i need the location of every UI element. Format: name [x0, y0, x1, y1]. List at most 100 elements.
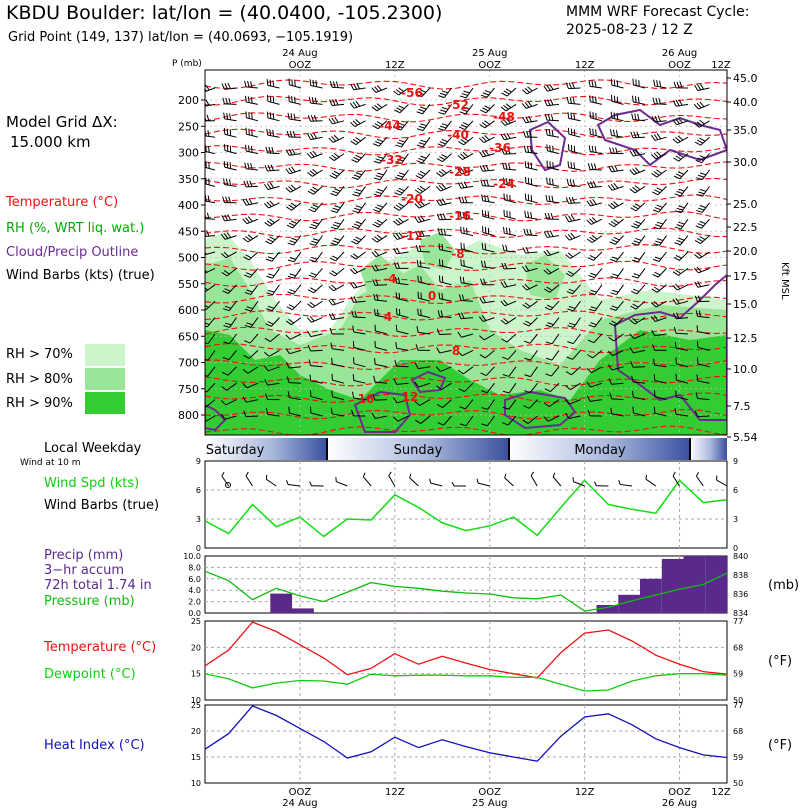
- wind-barb: [306, 316, 323, 323]
- rh-area-4: [525, 255, 565, 300]
- wind-barb-staff: [247, 366, 259, 374]
- wind-barb: [524, 366, 538, 378]
- wind-barb-flag: [630, 361, 634, 368]
- height-tick-label: 12.5: [733, 332, 758, 345]
- wind-barb-flag: [573, 129, 576, 136]
- heat-index-f-ytick-label: 59: [733, 753, 743, 762]
- wind-barb-flag: [655, 224, 662, 227]
- surface-wind-flag: [552, 472, 556, 478]
- wind-barb-flag: [674, 408, 677, 415]
- wind-barb-flag: [587, 339, 594, 344]
- wind-barb-flag: [650, 134, 656, 141]
- wind-barb-staff: [250, 317, 259, 328]
- wind-barb-flag: [610, 202, 617, 208]
- wind-barb-flag: [397, 262, 400, 269]
- wind-barb-flag: [678, 221, 685, 225]
- wind-barb-flag: [616, 80, 619, 87]
- wind-barb-flag: [508, 178, 511, 186]
- wind-barb-flag: [590, 306, 597, 310]
- wind-barb-flag: [651, 172, 658, 178]
- wind-barb-flag: [678, 99, 683, 106]
- wind-barb-flag: [371, 106, 378, 112]
- weekday-label-sunday: Sunday: [394, 443, 443, 458]
- wind-barb-flag: [552, 162, 554, 169]
- wind-barb-flag: [672, 285, 678, 291]
- wind-barb: [651, 329, 667, 337]
- wind-barb: [266, 79, 280, 89]
- wind-barb-flag: [611, 165, 616, 172]
- wind-barb-flag: [243, 256, 250, 261]
- wind-barb-flag: [506, 194, 508, 201]
- wind-barb-flag: [264, 165, 269, 172]
- wind-barb: [544, 113, 560, 122]
- wind-barb: [565, 366, 581, 376]
- wind-barb-flag: [525, 176, 527, 184]
- top-time-label: 12Z: [711, 60, 731, 71]
- wind-barb-staff: [205, 284, 216, 293]
- wind-barb-flag: [546, 177, 548, 184]
- wind-barb: [651, 300, 667, 308]
- wind-barb-flag: [588, 292, 596, 296]
- wind-barb-flag: [352, 281, 358, 288]
- wind-barb-flag: [414, 203, 420, 209]
- wind-barb-flag: [441, 276, 444, 283]
- wind-barb-flag: [245, 127, 247, 135]
- surface-wind-staff: [504, 477, 514, 487]
- wind-barb-flag: [395, 89, 402, 94]
- wind-barb: [481, 209, 495, 220]
- wind-barb-flag: [244, 308, 252, 312]
- wind-barb-flag: [310, 206, 317, 211]
- wind-barb-flag: [392, 397, 398, 404]
- wind-barb-flag: [615, 147, 618, 154]
- wind-barb-flag: [374, 86, 380, 92]
- wind-barb-flag: [457, 182, 462, 189]
- wind-barb-staff: [272, 284, 280, 295]
- wind-barb-flag: [630, 305, 637, 310]
- wind-barb: [244, 317, 259, 328]
- wind-barb-flag: [504, 147, 508, 155]
- top-time-label: OOZ: [478, 60, 501, 71]
- wind-barb: [221, 382, 237, 391]
- wind-barb: [263, 200, 280, 209]
- wind-barb-staff: [353, 300, 366, 303]
- wind-barb-flag: [676, 81, 680, 89]
- wind-barb-flag: [632, 149, 637, 156]
- wind-barb: [567, 112, 581, 122]
- temperature-line: [204, 621, 728, 679]
- surface-wind-staff: [716, 479, 728, 487]
- wind-barb-flag: [530, 195, 533, 202]
- wind-barb-flag: [437, 422, 444, 426]
- wind-barb-flag: [440, 228, 444, 235]
- wind-barb-staff: [205, 399, 216, 408]
- wind-barb-flag: [480, 260, 484, 267]
- wind-barb: [567, 300, 581, 312]
- wind-barb-flag: [457, 350, 463, 357]
- wind-barb-flag: [529, 131, 532, 138]
- wind-barb: [652, 202, 667, 213]
- wind-barb: [589, 95, 603, 105]
- wind-barb-staff: [676, 379, 689, 384]
- wind-barb-flag: [371, 412, 376, 419]
- wind-barb-staff: [572, 284, 581, 295]
- wind-barb-staff: [272, 268, 280, 279]
- wind-barb-flag: [547, 114, 551, 121]
- wind-barb-flag: [565, 216, 570, 222]
- isotherm-line: [205, 79, 727, 90]
- wind-barb-flag: [267, 321, 274, 325]
- wind-barb-flag: [355, 119, 361, 125]
- wind-barb: [696, 341, 710, 351]
- wind-barb-flag: [524, 302, 531, 307]
- wind-barb-flag: [267, 305, 275, 309]
- wind-barb-flag: [592, 112, 594, 119]
- wind-barb-flag: [242, 396, 247, 403]
- wind-barb-flag: [650, 154, 657, 160]
- wind-barb-staff: [570, 382, 581, 391]
- wind-barb-flag: [522, 116, 527, 123]
- wind-barb-staff: [249, 268, 259, 278]
- wind-barb: [481, 399, 495, 410]
- surface-wind-barb: [672, 471, 680, 487]
- wind-barb-flag: [286, 306, 293, 311]
- wind-barb-flag: [460, 181, 465, 189]
- height-tick-label: 5.54: [733, 431, 758, 444]
- wind-barb: [588, 145, 603, 155]
